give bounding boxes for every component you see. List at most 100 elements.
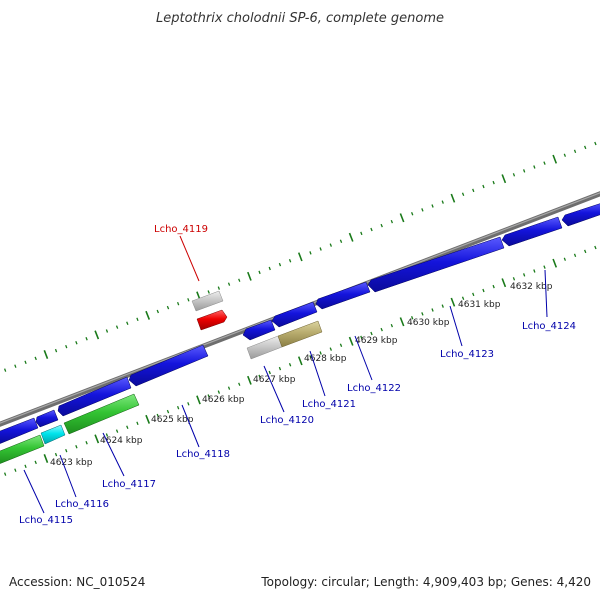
scale-tick: [278, 366, 282, 371]
cds-blue-b[interactable]: [57, 376, 132, 417]
map-title: Leptothrix cholodnii SP-6, complete geno…: [156, 11, 444, 26]
scale-tick: [390, 219, 394, 224]
scale-tick: [238, 278, 241, 282]
scale-tick: [501, 174, 507, 184]
scale-tick: [472, 188, 475, 193]
scale-tick: [3, 368, 7, 372]
scale-tick: [339, 343, 343, 347]
scale-tick: [187, 298, 190, 302]
cds-lcho-4119[interactable]: [196, 309, 228, 331]
scale-tick: [552, 154, 558, 164]
gene-label-lcho-4115[interactable]: Lcho_4115: [19, 515, 73, 526]
scale-tick: [348, 232, 354, 242]
cds-grey-forward[interactable]: [191, 290, 224, 312]
scale-tick: [136, 317, 139, 322]
gene-label-lcho-4116[interactable]: Lcho_4116: [55, 499, 109, 510]
cds-blue-e[interactable]: [315, 281, 371, 310]
scale-tick: [533, 269, 536, 273]
scale-tick: [126, 321, 129, 325]
gene-label-lcho-4123[interactable]: Lcho_4123: [440, 349, 494, 360]
cds-lcho-4120[interactable]: [246, 335, 283, 360]
scale-tick: [166, 409, 170, 414]
cds-lcho-4121[interactable]: [277, 320, 323, 348]
scale-tick: [166, 305, 170, 310]
scale-tick: [492, 284, 495, 289]
cds-lcho-4117[interactable]: [63, 393, 140, 435]
scale-tick: [360, 231, 363, 236]
scale-tick: [399, 317, 405, 327]
scale-tick: [309, 355, 312, 359]
scale-tick: [512, 173, 516, 177]
cds-lcho-4118[interactable]: [128, 344, 209, 387]
cds-lcho-4124[interactable]: [501, 216, 563, 247]
scale-tick: [461, 192, 465, 197]
scale-tick: [156, 309, 160, 314]
cds-blue-f[interactable]: [561, 202, 600, 227]
scale-tick: [329, 347, 333, 351]
cds-lcho-4117-left[interactable]: [0, 434, 45, 464]
scale-tick: [278, 262, 282, 267]
scale-tick: [176, 301, 180, 306]
scale-tick: [65, 448, 68, 453]
scale-tick: [268, 266, 271, 271]
scale-tick: [3, 472, 7, 476]
scale-tick: [207, 394, 210, 398]
cds-lcho-4116[interactable]: [40, 424, 66, 445]
scale-tick: [34, 356, 37, 361]
scale-tick: [370, 331, 373, 336]
scale-tick: [94, 330, 100, 340]
scale-tick: [14, 364, 17, 368]
gene-label-lcho-4120[interactable]: Lcho_4120: [260, 415, 314, 426]
scale-tick: [380, 223, 383, 228]
scale-tick: [450, 193, 456, 203]
scale-tick: [94, 434, 100, 444]
scale-tick: [594, 245, 597, 250]
scale-tick: [461, 296, 465, 301]
scale-tick: [472, 292, 475, 297]
scale-tick: [501, 278, 507, 288]
scale-tick: [319, 351, 322, 355]
scale-tick: [238, 382, 241, 386]
cds-blue-d[interactable]: [271, 301, 318, 328]
gene-labels: Lcho_4119 Lcho_4115 Lcho_4116 Lcho_4117 …: [19, 224, 576, 526]
scale-tick: [421, 208, 424, 212]
scale-tick: [410, 212, 414, 216]
scale-tick: [43, 454, 49, 463]
kbp-label: 4629 kbp: [355, 336, 398, 346]
cds-lcho-4115[interactable]: [0, 417, 39, 444]
scale-tick: [24, 464, 27, 469]
scale-tick: [217, 390, 221, 394]
scale-tick: [156, 413, 160, 418]
scale-tick: [360, 335, 363, 340]
cds-lcho-4123[interactable]: [367, 236, 505, 293]
scale-tick: [512, 277, 516, 281]
scale-tick: [34, 460, 37, 465]
scale-tick: [145, 310, 151, 320]
scale-tick: [329, 243, 333, 247]
kbp-label: 4632 kbp: [510, 282, 553, 292]
gene-label-lcho-4124[interactable]: Lcho_4124: [522, 321, 576, 332]
gene-label-lcho-4121[interactable]: Lcho_4121: [302, 399, 356, 410]
cds-blue-small-a[interactable]: [35, 409, 59, 428]
leader-lines: [23, 235, 548, 514]
scale-tick: [431, 204, 434, 208]
genome-summary-text: Topology: circular; Length: 4,909,403 bp…: [260, 575, 591, 589]
scale-tick: [54, 348, 58, 353]
gene-label-lcho-4122[interactable]: Lcho_4122: [347, 383, 401, 394]
scale-tick: [65, 344, 68, 349]
scale-tick: [54, 452, 58, 457]
gene-label-lcho-4118[interactable]: Lcho_4118: [176, 449, 230, 460]
accession-text: Accession: NC_010524: [9, 575, 145, 589]
scale-tick: [492, 180, 495, 185]
kbp-label: 4626 kbp: [202, 395, 245, 405]
scale-tick: [227, 386, 231, 390]
gene-label-lcho-4119[interactable]: Lcho_4119: [154, 224, 208, 235]
scale-tick: [115, 325, 119, 329]
scale-tick: [24, 360, 27, 365]
gene-label-lcho-4117[interactable]: Lcho_4117: [102, 479, 156, 490]
scale-tick: [319, 247, 322, 251]
scale-tick: [594, 141, 597, 146]
cds-blue-c[interactable]: [242, 319, 276, 341]
scale-tick: [583, 249, 587, 254]
